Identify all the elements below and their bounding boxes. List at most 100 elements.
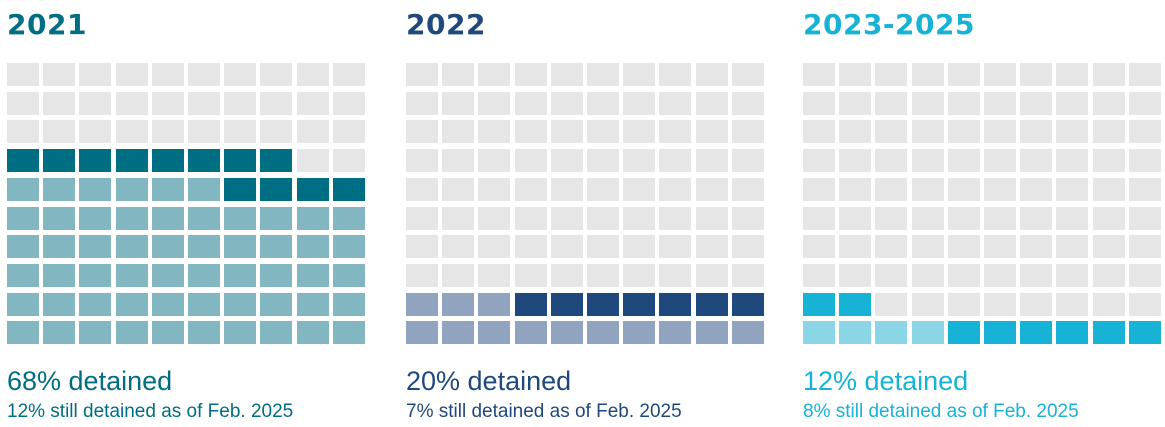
waffle-cell-detained	[875, 321, 908, 345]
waffle-cell-empty	[587, 235, 619, 259]
waffle-cell-empty	[587, 91, 619, 115]
waffle-cell-detained	[442, 292, 475, 316]
waffle-cell-empty	[947, 263, 980, 287]
waffle-cell-empty	[947, 206, 980, 230]
waffle-cell-empty	[1092, 91, 1125, 115]
waffle-cell-empty	[623, 91, 656, 115]
waffle-cell-detained	[79, 235, 112, 259]
waffle-cell-detained	[151, 292, 184, 316]
waffle-cell-still-detained	[296, 177, 329, 201]
waffle-cell-empty	[623, 120, 656, 144]
waffle-cell-still-detained	[659, 292, 692, 316]
waffle-cell-empty	[1056, 91, 1089, 115]
waffle-cell-empty	[875, 63, 908, 86]
waffle-cell-empty	[296, 149, 329, 173]
waffle-cell-still-detained	[1056, 321, 1089, 345]
waffle-cell-empty	[1092, 149, 1125, 173]
waffle-cell-empty	[803, 63, 835, 86]
waffle-cell-empty	[839, 235, 872, 259]
waffle-cell-still-detained	[550, 292, 583, 316]
waffle-cell-empty	[623, 149, 656, 173]
waffle-cell-still-detained	[839, 292, 872, 316]
waffle-cell-empty	[984, 235, 1016, 259]
waffle-cell-empty	[875, 235, 908, 259]
waffle-cell-empty	[1092, 292, 1125, 316]
waffle-cell-detained	[115, 206, 148, 230]
waffle-cell-detained	[151, 177, 184, 201]
waffle-cell-empty	[984, 120, 1016, 144]
waffle-cell-detained	[7, 235, 39, 259]
waffle-cell-empty	[731, 206, 764, 230]
waffle-cell-empty	[659, 263, 692, 287]
waffle-cell-detained	[79, 321, 112, 345]
waffle-cell-empty	[478, 263, 511, 287]
waffle-cell-empty	[659, 206, 692, 230]
waffle-cell-detained	[188, 321, 220, 345]
waffle-cell-empty	[731, 235, 764, 259]
waffle-cell-empty	[406, 149, 438, 173]
waffle-cell-detained	[332, 321, 365, 345]
waffle-cell-empty	[550, 235, 583, 259]
waffle-cell-empty	[406, 120, 438, 144]
waffle-cell-detained	[115, 177, 148, 201]
waffle-cell-empty	[587, 149, 619, 173]
waffle-cell-detained	[43, 321, 76, 345]
waffle-cell-empty	[659, 235, 692, 259]
waffle-cell-empty	[911, 177, 944, 201]
waffle-cell-empty	[947, 91, 980, 115]
waffle-cell-empty	[1056, 63, 1089, 86]
waffle-cell-empty	[1056, 120, 1089, 144]
waffle-cell-detained	[442, 321, 475, 345]
waffle-cell-empty	[911, 206, 944, 230]
waffle-cell-detained	[224, 292, 257, 316]
waffle-cell-detained	[188, 235, 220, 259]
waffle-cell-empty	[43, 63, 76, 86]
waffle-cell-empty	[803, 177, 835, 201]
waffle-cell-empty	[442, 177, 475, 201]
waffle-cell-empty	[79, 63, 112, 86]
waffle-cell-empty	[875, 206, 908, 230]
waffle-cell-empty	[1092, 120, 1125, 144]
waffle-cell-still-detained	[260, 177, 293, 201]
waffle-cell-empty	[478, 235, 511, 259]
waffle-cell-detained	[115, 292, 148, 316]
panel-title: 2022	[406, 8, 486, 41]
waffle-cell-empty	[260, 120, 293, 144]
waffle-cell-empty	[442, 263, 475, 287]
waffle-cell-empty	[332, 149, 365, 173]
waffle-cell-detained	[260, 235, 293, 259]
waffle-cell-empty	[296, 63, 329, 86]
waffle-cell-empty	[947, 149, 980, 173]
detained-percentage: 12% detained	[803, 366, 969, 396]
waffle-cell-empty	[1128, 263, 1161, 287]
waffle-cell-empty	[43, 120, 76, 144]
waffle-cell-still-detained	[79, 149, 112, 173]
waffle-cell-empty	[442, 63, 475, 86]
waffle-cell-empty	[43, 91, 76, 115]
waffle-cell-empty	[406, 63, 438, 86]
waffle-cell-empty	[1056, 206, 1089, 230]
waffle-cell-still-detained	[188, 149, 220, 173]
waffle-cell-empty	[1128, 149, 1161, 173]
waffle-cell-empty	[731, 120, 764, 144]
waffle-cell-still-detained	[260, 149, 293, 173]
waffle-cell-empty	[623, 263, 656, 287]
waffle-cell-empty	[659, 63, 692, 86]
still-detained-note: 7% still detained as of Feb. 2025	[406, 401, 682, 422]
waffle-cell-empty	[984, 149, 1016, 173]
waffle-cell-detained	[151, 206, 184, 230]
waffle-cell-empty	[623, 177, 656, 201]
waffle-cell-empty	[803, 235, 835, 259]
waffle-cell-detained	[7, 206, 39, 230]
waffle-cell-empty	[839, 91, 872, 115]
waffle-cell-empty	[550, 263, 583, 287]
waffle-cell-detained	[911, 321, 944, 345]
waffle-cell-empty	[695, 149, 728, 173]
waffle-cell-empty	[1128, 120, 1161, 144]
waffle-cell-detained	[188, 263, 220, 287]
waffle-cell-detained	[224, 263, 257, 287]
waffle-cell-detained	[7, 177, 39, 201]
waffle-cell-detained	[296, 235, 329, 259]
waffle-cell-empty	[1128, 235, 1161, 259]
waffle-cell-still-detained	[115, 149, 148, 173]
